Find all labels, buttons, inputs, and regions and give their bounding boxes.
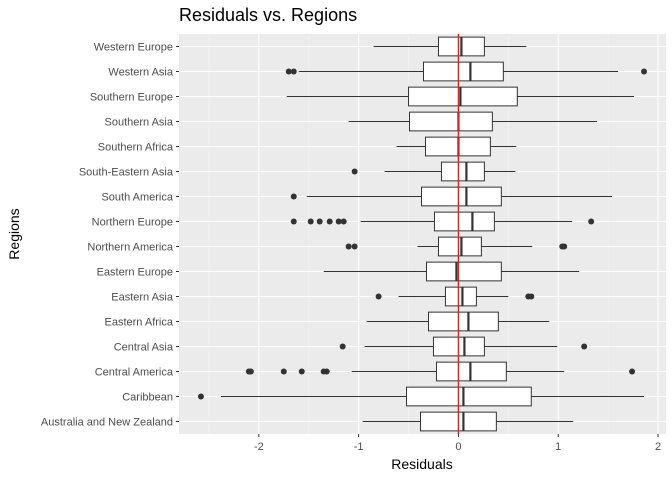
y-tick-label: Eastern Africa <box>105 317 174 329</box>
outlier-point <box>345 243 352 250</box>
outlier-point <box>290 193 297 200</box>
y-tick-label: South-Eastern Asia <box>79 167 174 179</box>
box-eastern-africa <box>366 311 550 332</box>
iqr-box <box>408 86 518 107</box>
box-south-eastern-asia <box>351 161 516 182</box>
outlier-point <box>351 243 358 250</box>
outlier-point <box>581 343 588 350</box>
outlier-point <box>197 393 204 400</box>
y-tick-label: Southern Asia <box>105 117 174 129</box>
outlier-point <box>285 68 292 75</box>
iqr-box <box>433 211 495 232</box>
iqr-box <box>440 161 485 182</box>
outlier-point <box>335 218 342 225</box>
y-tick-label: Northern America <box>87 242 173 254</box>
outlier-point <box>316 218 323 225</box>
y-tick-labels: Western Europe Western Asia Southern Europ… <box>41 42 179 429</box>
y-tick-label: Australia and New Zealand <box>41 417 173 429</box>
iqr-box <box>409 111 493 132</box>
y-tick-label: Caribbean <box>122 392 173 404</box>
outlier-point <box>307 218 314 225</box>
iqr-box <box>422 61 504 82</box>
chart-title: Residuals vs. Regions <box>179 5 357 25</box>
box-northern-america <box>345 236 568 257</box>
x-tick-labels: -2 -1 0 1 2 <box>254 434 661 453</box>
outlier-point <box>641 68 648 75</box>
y-tick-label: Northern Europe <box>92 217 173 229</box>
box-eastern-europe <box>323 261 580 282</box>
y-tick-label: Eastern Asia <box>111 292 174 304</box>
box-western-europe <box>373 36 527 57</box>
outlier-point <box>290 218 297 225</box>
box-western-asia <box>285 61 648 82</box>
iqr-box <box>437 236 482 257</box>
box-southern-europe <box>286 86 635 107</box>
outlier-point <box>326 218 333 225</box>
box-central-america <box>245 361 636 382</box>
box-southern-asia <box>348 111 598 132</box>
outlier-point <box>247 368 254 375</box>
x-tick-label: -1 <box>354 441 364 453</box>
outlier-point <box>339 343 346 350</box>
iqr-box <box>406 386 532 407</box>
iqr-box <box>425 261 502 282</box>
iqr-box <box>444 286 477 307</box>
outlier-point <box>351 168 358 175</box>
y-axis-title: Regions <box>6 208 22 259</box>
outlier-point <box>298 368 305 375</box>
x-tick-label: -2 <box>254 441 264 453</box>
y-tick-label: Southern Africa <box>98 142 174 154</box>
y-tick-label: South America <box>101 192 173 204</box>
x-axis-title: Residuals <box>391 456 452 472</box>
iqr-box <box>427 311 499 332</box>
y-tick-label: Western Asia <box>108 67 173 79</box>
y-tick-label: Southern Europe <box>90 92 173 104</box>
outlier-point <box>340 218 347 225</box>
box-south-america <box>290 186 613 207</box>
outlier-point <box>375 293 382 300</box>
outlier-point <box>629 368 636 375</box>
y-tick-label: Central America <box>95 367 174 379</box>
outlier-point <box>290 68 297 75</box>
x-tick-label: 0 <box>455 441 461 453</box>
outlier-point <box>561 243 568 250</box>
y-tick-label: Eastern Europe <box>97 267 173 279</box>
iqr-box <box>421 186 502 207</box>
box-northern-europe <box>290 211 595 232</box>
x-tick-label: 2 <box>655 441 661 453</box>
x-tick-label: 1 <box>555 441 561 453</box>
outlier-point <box>323 368 330 375</box>
box-caribbean <box>197 386 645 407</box>
y-tick-label: Central Asia <box>114 342 174 354</box>
y-tick-label: Western Europe <box>94 42 173 54</box>
outlier-point <box>588 218 595 225</box>
outlier-point <box>280 368 287 375</box>
box-eastern-asia <box>375 286 535 307</box>
outlier-point <box>528 293 535 300</box>
